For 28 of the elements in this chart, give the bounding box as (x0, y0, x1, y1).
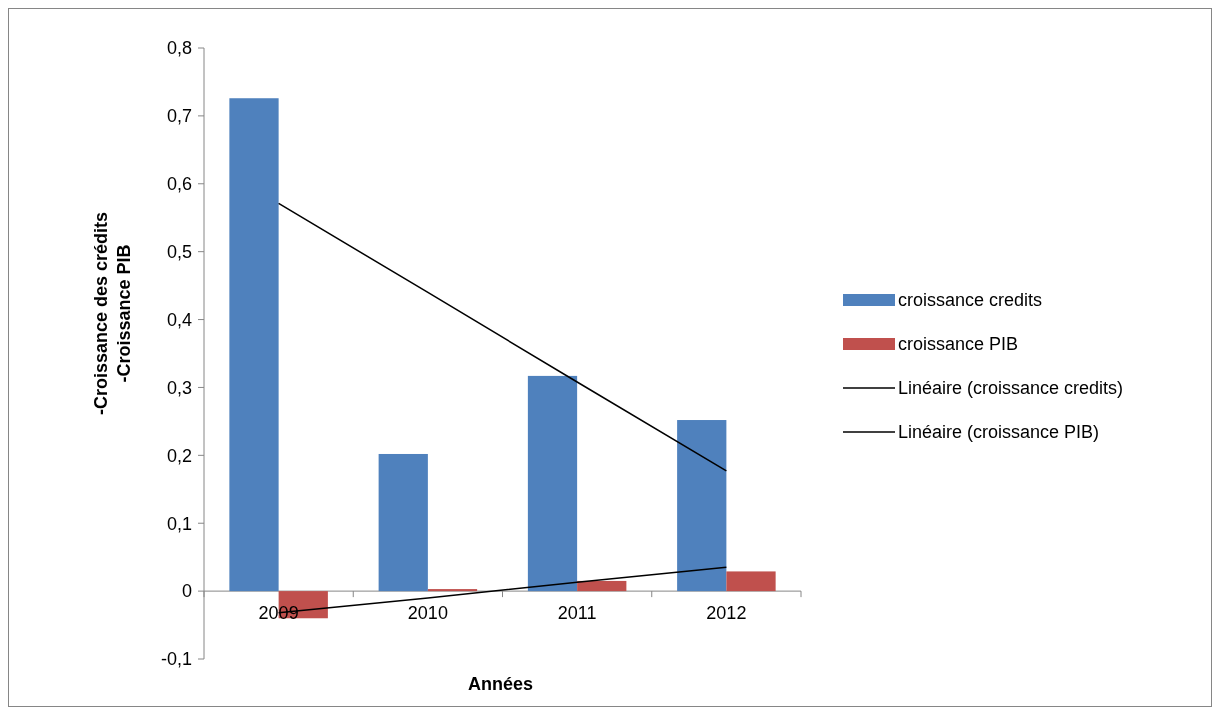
line-series (277, 202, 728, 472)
y-tick-label: -0,1 (160, 649, 192, 670)
legend-label: Linéaire (croissance credits) (898, 378, 1124, 399)
legend-label: croissance credits (898, 290, 1043, 311)
y-tick-label: 0,3 (166, 377, 192, 398)
y-tick-label: 0 (181, 581, 192, 602)
y-tick-label: 0,4 (166, 309, 192, 330)
x-tick-label: 2012 (706, 603, 747, 624)
y-tick-label: 0,2 (166, 445, 192, 466)
bar (229, 98, 279, 592)
x-tick-label: 2009 (258, 603, 299, 624)
y-tick-label: 0,6 (166, 174, 192, 195)
legend-label: Linéaire (croissance PIB) (898, 422, 1100, 443)
y-tick-label: 0,5 (166, 241, 192, 262)
bar (726, 571, 776, 592)
y-tick-label: 0,7 (166, 106, 192, 127)
legend-label: croissance PIB (898, 334, 1019, 355)
y-axis-title: -Croissance des crédits -Croissance PIB (91, 211, 134, 416)
bar (427, 589, 478, 592)
x-axis-title: Années (467, 674, 534, 694)
x-tick-label: 2011 (557, 603, 597, 624)
bar (378, 453, 428, 592)
x-tick-label: 2010 (407, 603, 448, 624)
bar (577, 580, 627, 592)
y-tick-label: 0,1 (166, 513, 192, 534)
y-tick-label: 0,8 (166, 38, 192, 59)
bar (527, 375, 578, 592)
bar (677, 420, 727, 592)
